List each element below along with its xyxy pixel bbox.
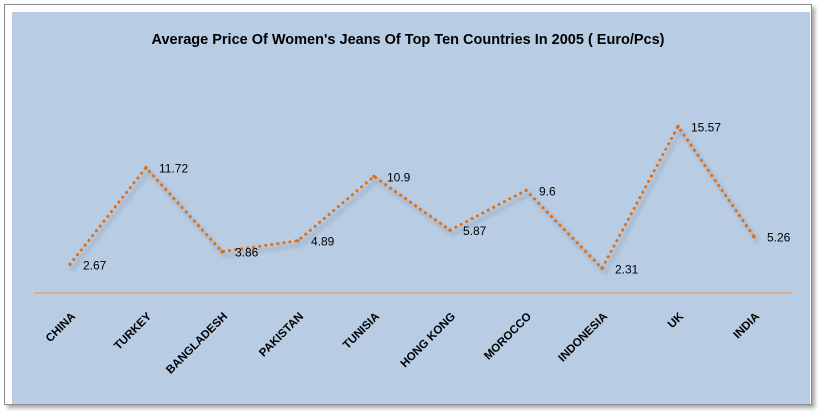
data-point-china (68, 262, 72, 266)
data-point-uk (676, 124, 680, 128)
data-label-turkey: 11.72 (159, 162, 188, 176)
data-label-uk: 15.57 (691, 120, 721, 134)
line-series (68, 123, 756, 271)
data-label-pakistan: 4.89 (311, 235, 335, 249)
data-point-indonesia (600, 266, 604, 270)
data-label-bangladesh: 3.86 (235, 246, 259, 260)
data-label-india: 5.26 (767, 231, 791, 245)
data-labels: 2.67 11.72 3.86 4.89 10.9 5.87 9.6 2.31 15.57 5.2… (83, 120, 791, 276)
data-point-morocco (524, 188, 528, 192)
plot-background (12, 12, 810, 404)
chart-plot-area: Average Price Of Women's Jeans Of Top Te… (12, 12, 810, 404)
data-point-india (752, 235, 756, 239)
data-label-indonesia: 2.31 (615, 262, 639, 276)
series-line (68, 123, 756, 271)
chart-title: Average Price Of Women's Jeans Of Top Te… (152, 32, 665, 48)
data-label-hong-kong: 5.87 (463, 224, 487, 238)
data-point-pakistan (296, 239, 300, 243)
chart-frame: Average Price Of Women's Jeans Of Top Te… (4, 4, 812, 405)
data-label-tunisia: 10.9 (387, 170, 411, 184)
data-point-bangladesh (220, 250, 224, 254)
data-point-tunisia (372, 174, 376, 178)
data-label-china: 2.67 (83, 258, 107, 272)
data-point-turkey (144, 166, 148, 170)
data-label-morocco: 9.6 (539, 184, 556, 198)
data-point-hong-kong (448, 228, 452, 232)
